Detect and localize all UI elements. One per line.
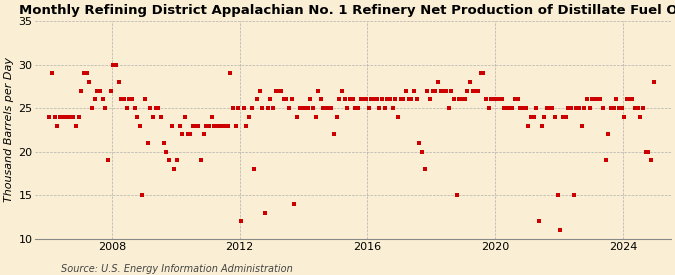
Y-axis label: Thousand Barrels per Day: Thousand Barrels per Day [4,57,14,202]
Text: Source: U.S. Energy Information Administration: Source: U.S. Energy Information Administ… [61,264,292,274]
Title: Monthly Refining District Appalachian No. 1 Refinery Net Production of Distillat: Monthly Refining District Appalachian No… [19,4,675,17]
